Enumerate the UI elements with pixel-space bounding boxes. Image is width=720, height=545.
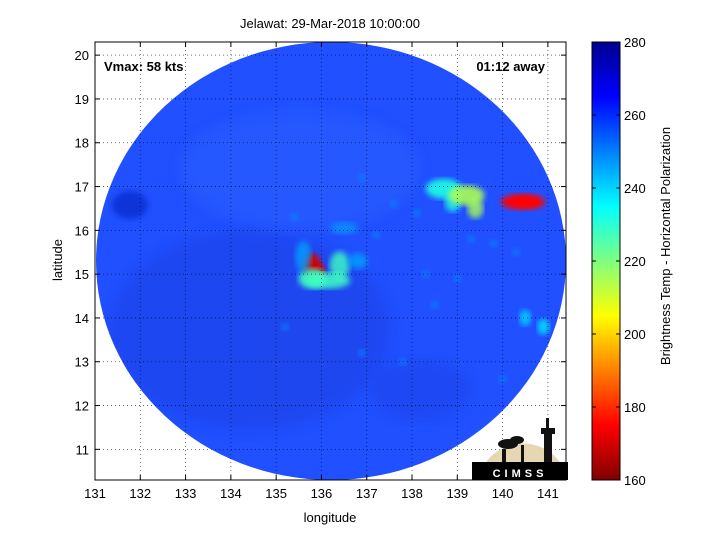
x-tick-label: 134: [220, 486, 242, 501]
x-tick-label: 137: [356, 486, 378, 501]
feature-speckle: [498, 375, 507, 384]
swath-shade: [112, 191, 148, 219]
colorbar-axis: 160 180 200 220 240 260 280: [592, 35, 646, 488]
x-tick-label: 139: [446, 486, 468, 501]
colorbar: [591, 41, 621, 481]
y-tick-label: 16: [75, 223, 89, 238]
swath-shade: [180, 110, 420, 230]
feature-speckle: [412, 208, 421, 217]
x-tick-label: 131: [84, 486, 106, 501]
feature-northeast-convection: [517, 197, 538, 206]
colorbar-tick-label: 280: [624, 35, 646, 50]
feature-speckle: [281, 322, 290, 331]
feature-speckle: [358, 349, 367, 357]
logo-text: CIMSS: [493, 468, 548, 480]
y-tick-label: 17: [75, 180, 89, 195]
y-tick-label: 20: [75, 48, 89, 63]
feature-eastern-cell: [519, 309, 532, 326]
colorbar-tick-label: 180: [624, 400, 646, 415]
feature-speckle: [512, 248, 521, 257]
feature-outer-band: [330, 222, 359, 235]
x-tick-label: 138: [401, 486, 423, 501]
cimss-logo: CIMSS: [472, 418, 568, 480]
feature-outer-band: [295, 240, 312, 273]
feature-speckle: [430, 300, 439, 309]
x-tick-label: 133: [175, 486, 197, 501]
x-axis: 131 132 133 134 135 136 137 138 139 140 141: [84, 42, 559, 501]
y-tick-label: 11: [76, 442, 90, 457]
feature-speckle: [290, 213, 299, 222]
feature-layer: [281, 173, 550, 384]
y-tick-label: 18: [75, 136, 89, 151]
feature-speckle: [489, 239, 498, 248]
colorbar-label: Brightness Temp - Horizontal Polarizatio…: [658, 127, 673, 365]
feature-speckle: [421, 270, 430, 279]
time-away-annotation: 01:12 away: [476, 59, 545, 74]
x-tick-label: 132: [129, 486, 151, 501]
colorbar-tick-label: 200: [624, 327, 646, 342]
colorbar-tick-label: 240: [624, 181, 646, 196]
y-axis: 11 12 13 14 15 16 17 18 19 20: [75, 48, 566, 457]
x-tick-label: 140: [492, 486, 514, 501]
y-tick-label: 19: [75, 92, 89, 107]
vmax-annotation: Vmax: 58 kts: [104, 59, 184, 74]
x-tick-label: 136: [311, 486, 333, 501]
y-axis-label: latitude: [50, 239, 65, 281]
swath-shade: [370, 360, 470, 420]
x-tick-label: 135: [265, 486, 287, 501]
y-tick-label: 14: [75, 311, 89, 326]
y-tick-label: 12: [75, 399, 89, 414]
x-axis-label: longitude: [304, 510, 357, 525]
colorbar-tick-label: 160: [624, 473, 646, 488]
feature-outer-band: [347, 253, 368, 269]
chart-title: Jelawat: 29-Mar-2018 10:00:00: [240, 16, 420, 31]
colorbar-tick-label: 260: [624, 108, 646, 123]
feature-speckle: [389, 200, 398, 209]
feature-speckle: [371, 230, 380, 239]
colorbar-tick-label: 220: [624, 254, 646, 269]
feature-speckle: [358, 173, 367, 182]
feature-speckle: [466, 235, 475, 244]
feature-eastern-cell: [537, 318, 550, 335]
x-tick-label: 141: [537, 486, 559, 501]
y-tick-label: 13: [75, 355, 89, 370]
grid: [94, 42, 566, 480]
y-tick-label: 15: [75, 267, 89, 282]
axes-frame: [94, 41, 567, 481]
data-swath: [96, 42, 566, 480]
feature-inner-band: [329, 251, 350, 280]
feature-northeast-cluster: [467, 198, 484, 219]
